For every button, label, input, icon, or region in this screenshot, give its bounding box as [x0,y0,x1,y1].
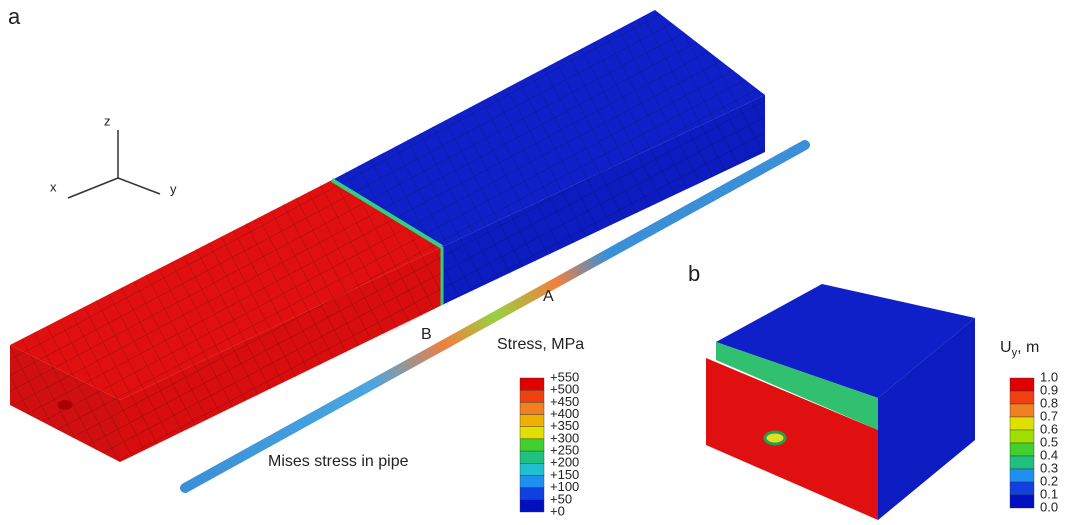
legend-title: Stress, MPa [497,336,584,353]
colorbar-swatch [520,415,544,427]
soil-block-b [706,284,975,520]
colorbar-swatch [1010,443,1034,456]
axis-label: z [104,113,111,128]
colorbar-swatch [1010,482,1034,495]
colorbar-swatch [1010,404,1034,417]
figure: a z x y A B Mises stress in pipe Stress,… [0,0,1072,525]
colorbar-swatch [520,427,544,439]
point-label: A [543,288,554,305]
legend-title-main: U [1000,339,1012,356]
panel-label: b [688,261,700,286]
axis-label: x [50,179,57,194]
colorbar-swatch [1010,469,1034,482]
colorbar-swatch [520,390,544,402]
colorbar-swatch [520,402,544,414]
colorbar-swatch [520,439,544,451]
colorbar-swatch [520,488,544,500]
legend-title: Uy, m [1000,339,1039,359]
caption: Mises stress in pipe [268,453,409,470]
colorbar-swatch [520,475,544,487]
page: a z x y A B Mises stress in pipe Stress,… [0,0,1072,525]
colorbar-swatch [520,451,544,463]
colorbar-swatch [1010,378,1034,391]
point-label: B [421,326,432,343]
colorbar: +550+500+450+400+350+300+250+200+150+100… [520,369,579,518]
colorbar-swatch [1010,456,1034,469]
panel-label: a [8,4,21,29]
colorbar-swatch [1010,417,1034,430]
axis-label: y [170,181,177,196]
legend-title-suffix: , m [1017,339,1039,356]
colorbar-swatch [520,463,544,475]
colorbar-swatch [1010,495,1034,508]
colorbar-swatch [520,378,544,390]
colorbar-swatch [1010,391,1034,404]
colorbar-swatch [1010,430,1034,443]
soil-block-a [10,10,765,462]
axis-triad [68,130,160,198]
colorbar: 1.00.90.80.70.60.50.40.30.20.10.0 [1010,369,1058,514]
colorbar-label: +0 [550,503,565,518]
colorbar-swatch [520,500,544,512]
colorbar-label: 0.0 [1040,499,1058,514]
